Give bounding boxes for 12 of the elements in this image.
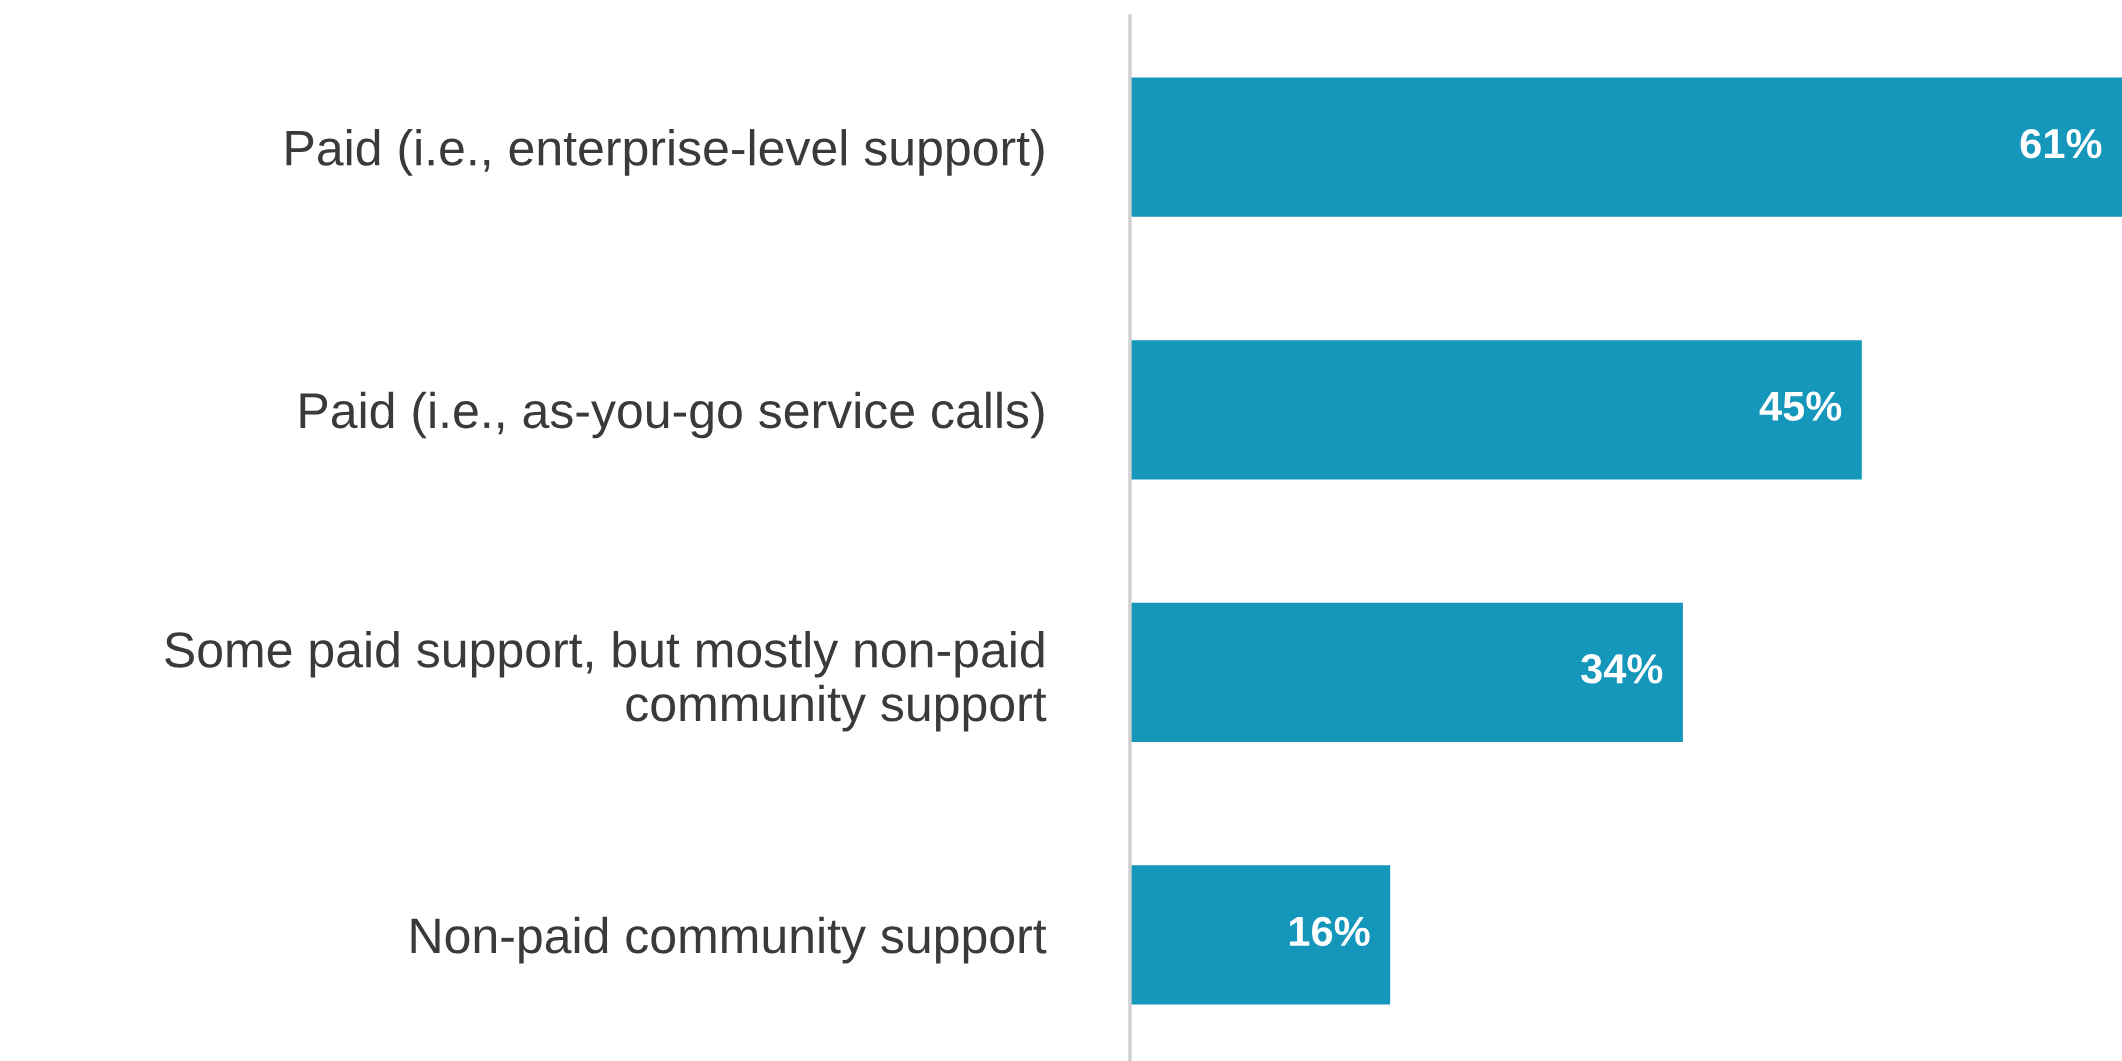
bar [1129, 865, 1391, 1005]
bar [1129, 77, 2122, 217]
data-label: 16% [1289, 916, 1370, 947]
y-tick-label: Paid (i.e., enterprise-level support) [286, 129, 1044, 176]
data-label: 34% [1581, 654, 1663, 684]
data-label: 45% [1759, 391, 1842, 421]
bar [1129, 602, 1683, 742]
y-tick-label: Some paid support, but mostly non-paid community support [165, 630, 1047, 732]
bar [1129, 340, 1862, 480]
y-tick-label: Non-paid community support [411, 916, 1047, 964]
data-label: 61% [2020, 128, 2102, 159]
y-tick-label: Paid (i.e., as-you-go service calls) [300, 391, 1044, 439]
